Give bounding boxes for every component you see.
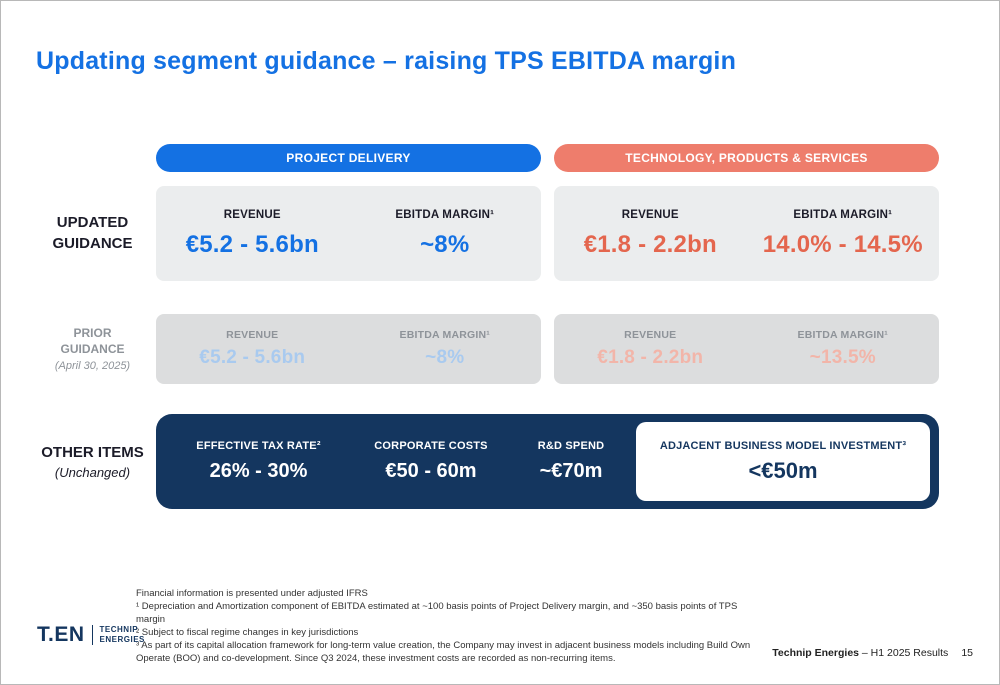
footnote-2: ² Subject to fiscal regime changes in ke… bbox=[136, 627, 359, 638]
footnote-3: ³ As part of its capital allocation fram… bbox=[136, 640, 751, 664]
updated-tps-card: REVENUE €1.8 - 2.2bn EBITDA MARGIN¹ 14.0… bbox=[554, 186, 939, 281]
other-items-row: OTHER ITEMS (Unchanged) EFFECTIVE TAX RA… bbox=[36, 414, 939, 509]
slide-footer: Technip Energies – H1 2025 Results 15 bbox=[772, 647, 973, 659]
prior-pd-ebitda-label: EBITDA MARGIN¹ bbox=[399, 329, 490, 341]
prior-pd-card: REVENUE €5.2 - 5.6bn EBITDA MARGIN¹ ~8% bbox=[156, 314, 541, 384]
prior-tps-ebitda-value: ~13.5% bbox=[809, 347, 876, 368]
prior-tps-card: REVENUE €1.8 - 2.2bn EBITDA MARGIN¹ ~13.… bbox=[554, 314, 939, 384]
prior-pd-ebitda: EBITDA MARGIN¹ ~8% bbox=[349, 314, 542, 384]
tax-rate-value: 26% - 30% bbox=[209, 460, 308, 482]
updated-tps-ebitda-label: EBITDA MARGIN¹ bbox=[793, 208, 893, 221]
row-label-spacer bbox=[36, 144, 149, 172]
updated-pd-ebitda: EBITDA MARGIN¹ ~8% bbox=[349, 186, 542, 281]
row-label-line2: GUIDANCE bbox=[60, 341, 125, 356]
corporate-costs-value: €50 - 60m bbox=[385, 460, 477, 482]
rd-spend-value: ~€70m bbox=[539, 460, 603, 482]
adjacent-business-model-value: <€50m bbox=[748, 457, 818, 483]
column-header-project-delivery: PROJECT DELIVERY bbox=[156, 144, 541, 172]
footnotes: Financial information is presented under… bbox=[136, 587, 761, 665]
row-label-line1: PRIOR bbox=[73, 325, 112, 340]
rd-spend-label: R&D SPEND bbox=[537, 440, 605, 452]
ten-logo-line2: ENERGIES bbox=[99, 635, 145, 644]
updated-pd-ebitda-value: ~8% bbox=[420, 230, 470, 258]
prior-pd-revenue-value: €5.2 - 5.6bn bbox=[199, 347, 306, 368]
updated-tps-ebitda: EBITDA MARGIN¹ 14.0% - 14.5% bbox=[747, 186, 940, 281]
updated-tps-revenue-value: €1.8 - 2.2bn bbox=[583, 230, 717, 258]
row-label-updated-guidance: UPDATED GUIDANCE bbox=[36, 186, 149, 281]
ten-logo-mark: T.EN bbox=[37, 623, 85, 646]
row-label-line1: UPDATED bbox=[56, 214, 129, 232]
tax-rate-label: EFFECTIVE TAX RATE² bbox=[196, 440, 321, 452]
prior-tps-ebitda-label: EBITDA MARGIN¹ bbox=[797, 329, 888, 341]
corporate-costs-label: CORPORATE COSTS bbox=[374, 440, 488, 452]
prior-tps-revenue-value: €1.8 - 2.2bn bbox=[597, 347, 704, 368]
row-label-line2: GUIDANCE bbox=[52, 234, 133, 252]
row-label-other-items: OTHER ITEMS (Unchanged) bbox=[36, 414, 149, 509]
row-sublabel-unchanged: (Unchanged) bbox=[54, 465, 131, 481]
updated-tps-revenue: REVENUE €1.8 - 2.2bn bbox=[554, 186, 747, 281]
other-items-bar: EFFECTIVE TAX RATE² 26% - 30% CORPORATE … bbox=[156, 414, 939, 509]
updated-guidance-row: UPDATED GUIDANCE REVENUE €5.2 - 5.6bn EB… bbox=[36, 186, 939, 281]
ten-logo-wordmark: TECHNIP ENERGIES bbox=[91, 624, 145, 646]
row-label-line1: OTHER ITEMS bbox=[41, 443, 144, 461]
prior-tps-revenue: REVENUE €1.8 - 2.2bn bbox=[554, 314, 747, 384]
other-metric-tax-rate: EFFECTIVE TAX RATE² 26% - 30% bbox=[166, 440, 351, 483]
column-header-tps: TECHNOLOGY, PRODUCTS & SERVICES bbox=[554, 144, 939, 172]
row-label-prior-guidance: PRIOR GUIDANCE (April 30, 2025) bbox=[36, 314, 149, 384]
column-headers-row: PROJECT DELIVERY TECHNOLOGY, PRODUCTS & … bbox=[36, 144, 939, 172]
footer-company: Technip Energies bbox=[772, 647, 859, 659]
guidance-table: PROJECT DELIVERY TECHNOLOGY, PRODUCTS & … bbox=[36, 144, 939, 509]
updated-pd-revenue-label: REVENUE bbox=[223, 208, 281, 221]
footer-results-label: – H1 2025 Results bbox=[859, 647, 949, 659]
adjacent-business-model-label: ADJACENT BUSINESS MODEL INVESTMENT³ bbox=[659, 439, 907, 452]
updated-tps-ebitda-value: 14.0% - 14.5% bbox=[762, 230, 923, 258]
footnote-ifrs: Financial information is presented under… bbox=[136, 588, 368, 599]
ten-logo-line1: TECHNIP bbox=[99, 624, 139, 634]
prior-tps-revenue-label: REVENUE bbox=[624, 329, 677, 341]
other-metric-corporate-costs: CORPORATE COSTS €50 - 60m bbox=[351, 440, 511, 483]
prior-guidance-row: PRIOR GUIDANCE (April 30, 2025) REVENUE … bbox=[36, 314, 939, 384]
updated-pd-card: REVENUE €5.2 - 5.6bn EBITDA MARGIN¹ ~8% bbox=[156, 186, 541, 281]
other-metric-rd-spend: R&D SPEND ~€70m bbox=[511, 440, 631, 483]
slide-title: Updating segment guidance – raising TPS … bbox=[36, 47, 737, 75]
technip-energies-logo: T.EN TECHNIP ENERGIES bbox=[37, 623, 145, 647]
updated-pd-revenue: REVENUE €5.2 - 5.6bn bbox=[156, 186, 349, 281]
updated-tps-revenue-label: REVENUE bbox=[621, 208, 679, 221]
prior-pd-ebitda-value: ~8% bbox=[425, 347, 465, 368]
prior-tps-ebitda: EBITDA MARGIN¹ ~13.5% bbox=[747, 314, 940, 384]
prior-pd-revenue: REVENUE €5.2 - 5.6bn bbox=[156, 314, 349, 384]
prior-pd-revenue-label: REVENUE bbox=[226, 329, 279, 341]
page-number: 15 bbox=[961, 647, 973, 659]
footnote-1: ¹ Depreciation and Amortization componen… bbox=[136, 601, 738, 625]
updated-pd-revenue-value: €5.2 - 5.6bn bbox=[185, 230, 319, 258]
row-sublabel-date: (April 30, 2025) bbox=[54, 360, 131, 373]
adjacent-business-model-card: ADJACENT BUSINESS MODEL INVESTMENT³ <€50… bbox=[636, 422, 930, 501]
updated-pd-ebitda-label: EBITDA MARGIN¹ bbox=[395, 208, 495, 221]
